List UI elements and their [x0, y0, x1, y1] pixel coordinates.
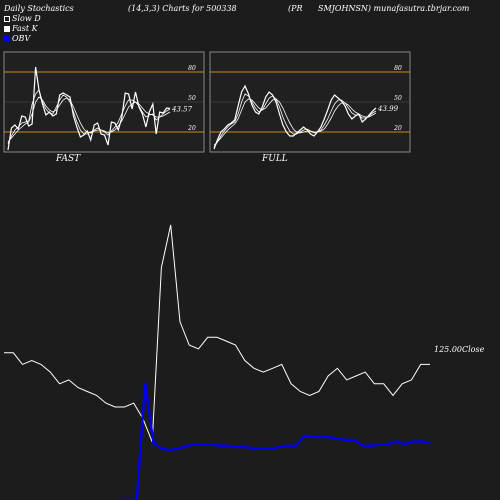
legend-item-slow-d: Slow D — [4, 14, 41, 24]
series-line-full-0 — [213, 84, 377, 150]
legend-swatch-obv — [4, 36, 10, 42]
y-tick-fast-1: 50 — [188, 95, 196, 102]
legend-label-slow-d: Slow D — [12, 14, 41, 23]
last-value-close: 125.00Close — [434, 345, 485, 354]
obv-line — [120, 382, 431, 500]
legend: Slow D Fast K OBV — [4, 14, 41, 44]
legend-item-fast-k: Fast K — [4, 24, 41, 34]
y-tick-full-2: 80 — [394, 65, 402, 72]
legend-item-obv: OBV — [4, 34, 41, 44]
y-tick-full-0: 20 — [393, 125, 402, 132]
legend-label-fast-k: Fast K — [12, 24, 38, 33]
series-line-fast-0 — [7, 66, 171, 151]
chart-title: Daily Stochastics — [4, 4, 74, 13]
last-value-full: 43.99 — [377, 105, 399, 113]
y-tick-fast-2: 80 — [188, 65, 196, 72]
legend-swatch-fast-k — [4, 26, 10, 32]
y-tick-full-1: 50 — [394, 95, 402, 102]
chart-site: SMJOHNSN) munafasutra.tbrjar.com — [318, 4, 470, 13]
series-line-fast-1 — [7, 89, 171, 145]
series-line-full-1 — [213, 93, 377, 148]
last-value-fast: 43.57 — [171, 105, 193, 113]
panel-label-fast: FAST — [56, 154, 81, 164]
chart-params: (14,3,3) Charts for 500338 — [128, 4, 237, 13]
close-line — [4, 224, 430, 443]
legend-label-obv: OBV — [12, 34, 31, 43]
legend-swatch-slow-d — [4, 16, 10, 22]
chart-ticker: (PR — [288, 4, 303, 13]
panel-label-full: FULL — [262, 154, 288, 164]
series-line-full-2 — [213, 98, 377, 146]
series-line-fast-2 — [7, 96, 171, 143]
y-tick-fast-0: 20 — [187, 125, 196, 132]
